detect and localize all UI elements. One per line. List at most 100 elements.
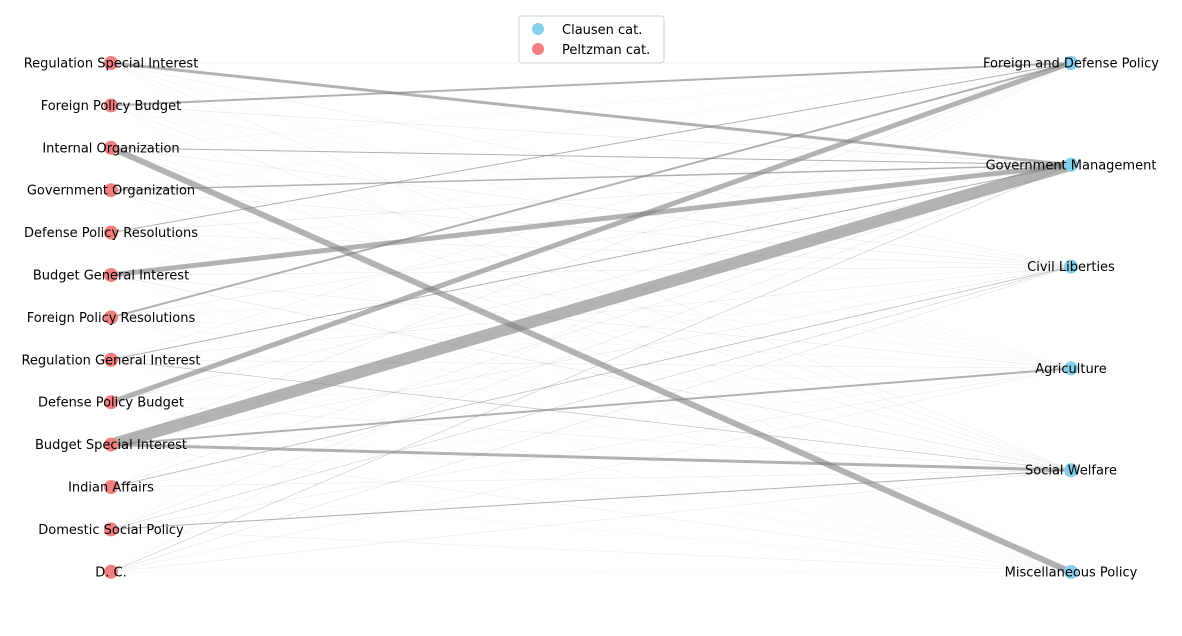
- edge-internal-organization-to-civil-liberties: [110, 147, 1072, 267]
- node-label-foreign-and-defense-policy: Foreign and Defense Policy: [983, 57, 1159, 72]
- node-label-government-organization: Government Organization: [27, 184, 195, 199]
- node-label-civil-liberties: Civil Liberties: [1027, 260, 1115, 275]
- node-label-regulation-special-interest: Regulation Special Interest: [24, 57, 199, 72]
- node-civil-liberties: [1064, 259, 1078, 274]
- edge-internal-organization-to-social-welfare: [110, 147, 1072, 471]
- node-label-government-management: Government Management: [986, 158, 1157, 173]
- edge-faint-defense-policy-budget-to-civil-liberties: [110, 266, 1072, 403]
- edge-budget-general-interest-to-civil-liberties: [110, 266, 1072, 276]
- node-label-domestic-social-policy: Domestic Social Policy: [38, 523, 184, 538]
- edge-faint-budget-general-interest-to-agriculture: [110, 274, 1072, 369]
- node-social-welfare: [1064, 463, 1078, 478]
- edge-faint-defense-policy-resolutions-to-miscellaneous-policy: [110, 232, 1072, 573]
- edge-defense-policy-resolutions-to-civil-liberties: [110, 232, 1072, 267]
- edge-regulation-special-interest-to-government-management: [110, 61, 1072, 167]
- edge-faint-defense-policy-resolutions-to-social-welfare: [110, 232, 1072, 471]
- edge-regulation-general-interest-to-agriculture: [110, 359, 1072, 369]
- edge-domestic-social-policy-to-miscellaneous-policy: [110, 529, 1072, 573]
- edge-faint-defense-policy-budget-to-government-management: [110, 164, 1072, 403]
- node-label-agriculture: Agriculture: [1035, 362, 1107, 377]
- edge-faint-internal-organization-to-civil-liberties: [110, 147, 1072, 267]
- node-foreign-and-defense-policy: [1064, 56, 1078, 70]
- edge-defense-policy-resolutions-to-foreign-and-defense-policy: [110, 62, 1072, 234]
- legend-marker-peltzman: [532, 43, 544, 55]
- edge-indian-affairs-to-social-welfare: [110, 470, 1072, 488]
- edge-faint-regulation-special-interest-to-miscellaneous-policy: [110, 62, 1072, 573]
- nodes-layer: [104, 56, 1078, 579]
- edge-internal-organization-to-miscellaneous-policy: [109, 145, 1073, 575]
- edge-faint-foreign-policy-resolutions-to-miscellaneous-policy: [110, 317, 1072, 573]
- edge-regulation-general-interest-to-civil-liberties: [110, 266, 1072, 360]
- edge-defense-policy-budget-to-government-management: [110, 164, 1072, 403]
- edge-faint-regulation-special-interest-to-social-welfare: [110, 62, 1072, 471]
- edge-domestic-social-policy-to-agriculture: [110, 368, 1072, 530]
- edge-faint-indian-affairs-to-social-welfare: [110, 470, 1072, 488]
- edge-defense-policy-budget-to-foreign-and-defense-policy: [110, 60, 1072, 405]
- edge-regulation-general-interest-to-foreign-and-defense-policy: [110, 62, 1072, 360]
- node-defense-policy-budget: [104, 395, 118, 410]
- edge-budget-special-interest-to-social-welfare: [110, 443, 1072, 472]
- edge-foreign-policy-budget-to-social-welfare: [110, 105, 1072, 471]
- node-agriculture: [1064, 361, 1078, 376]
- edge-faint-regulation-special-interest-to-agriculture: [110, 62, 1072, 369]
- edge-faint-indian-affairs-to-agriculture: [110, 368, 1072, 488]
- edge-internal-organization-to-government-management: [110, 147, 1072, 166]
- edge-faint-regulation-general-interest-to-foreign-and-defense-policy: [110, 62, 1072, 360]
- edge-faint-foreign-policy-budget-to-government-management: [110, 105, 1072, 165]
- edge-d-c-to-civil-liberties: [110, 266, 1072, 572]
- node-label-defense-policy-budget: Defense Policy Budget: [38, 396, 184, 411]
- edge-faint-foreign-policy-resolutions-to-government-management: [110, 164, 1072, 318]
- edge-faint-foreign-policy-resolutions-to-social-welfare: [110, 317, 1072, 471]
- edge-budget-special-interest-to-government-management: [109, 159, 1073, 451]
- edge-faint-government-organization-to-civil-liberties: [110, 190, 1072, 267]
- edge-government-organization-to-government-management: [110, 164, 1072, 191]
- edge-faint-domestic-social-policy-to-agriculture: [110, 368, 1072, 530]
- node-label-internal-organization: Internal Organization: [42, 141, 179, 156]
- edge-indian-affairs-to-government-management: [110, 164, 1072, 488]
- edge-budget-special-interest-to-civil-liberties: [110, 266, 1072, 445]
- edge-foreign-policy-budget-to-foreign-and-defense-policy: [110, 62, 1072, 107]
- edge-d-c-to-social-welfare: [110, 470, 1072, 572]
- node-internal-organization: [104, 140, 118, 155]
- edge-faint-foreign-policy-budget-to-agriculture: [110, 105, 1072, 369]
- node-government-organization: [104, 183, 118, 198]
- edge-faint-indian-affairs-to-miscellaneous-policy: [110, 486, 1072, 573]
- edge-domestic-social-policy-to-government-management: [110, 164, 1072, 530]
- edge-budget-general-interest-to-agriculture: [110, 274, 1072, 369]
- edge-faint-internal-organization-to-agriculture: [110, 147, 1072, 369]
- edge-faint-foreign-policy-budget-to-miscellaneous-policy: [110, 105, 1072, 573]
- edge-foreign-policy-budget-to-government-management: [110, 105, 1072, 165]
- node-label-regulation-general-interest: Regulation General Interest: [21, 353, 200, 368]
- edge-faint-budget-general-interest-to-civil-liberties: [110, 266, 1072, 276]
- edge-d-c-to-agriculture: [110, 368, 1072, 572]
- edge-faint-budget-special-interest-to-civil-liberties: [110, 266, 1072, 445]
- legend-box: [518, 15, 665, 64]
- legend-label-clausen: Clausen cat.: [562, 23, 642, 38]
- edge-regulation-general-interest-to-social-welfare: [110, 359, 1072, 471]
- edge-faint-defense-policy-budget-to-social-welfare: [110, 402, 1072, 471]
- node-budget-general-interest: [104, 268, 118, 282]
- edge-faint-domestic-social-policy-to-government-management: [110, 164, 1072, 530]
- edge-regulation-general-interest-to-government-management: [110, 164, 1072, 361]
- edge-faint-government-organization-to-miscellaneous-policy: [110, 190, 1072, 573]
- edge-faint-d-c-to-social-welfare: [110, 470, 1072, 572]
- edge-faint-government-organization-to-social-welfare: [110, 190, 1072, 471]
- node-regulation-general-interest: [104, 352, 118, 367]
- edge-budget-general-interest-to-government-management: [110, 162, 1072, 278]
- edge-domestic-social-policy-to-civil-liberties: [110, 266, 1072, 530]
- edge-faint-d-c-to-agriculture: [110, 368, 1072, 572]
- node-indian-affairs: [104, 480, 118, 494]
- edge-foreign-policy-resolutions-to-foreign-and-defense-policy: [110, 62, 1072, 319]
- edge-faint-internal-organization-to-foreign-and-defense-policy: [110, 62, 1072, 148]
- edge-faint-defense-policy-resolutions-to-civil-liberties: [110, 232, 1072, 267]
- edge-budget-special-interest-to-agriculture: [110, 367, 1072, 446]
- edge-faint-foreign-policy-resolutions-to-agriculture: [110, 317, 1072, 369]
- edge-defense-policy-resolutions-to-government-management: [110, 164, 1072, 233]
- node-label-miscellaneous-policy: Miscellaneous Policy: [1005, 566, 1138, 581]
- edge-faint-budget-general-interest-to-foreign-and-defense-policy: [110, 62, 1072, 276]
- edge-faint-budget-general-interest-to-social-welfare: [110, 274, 1072, 471]
- node-regulation-special-interest: [104, 56, 118, 70]
- edge-domestic-social-policy-to-social-welfare: [110, 469, 1072, 530]
- node-label-social-welfare: Social Welfare: [1025, 464, 1117, 479]
- edge-faint-budget-general-interest-to-miscellaneous-policy: [110, 274, 1072, 573]
